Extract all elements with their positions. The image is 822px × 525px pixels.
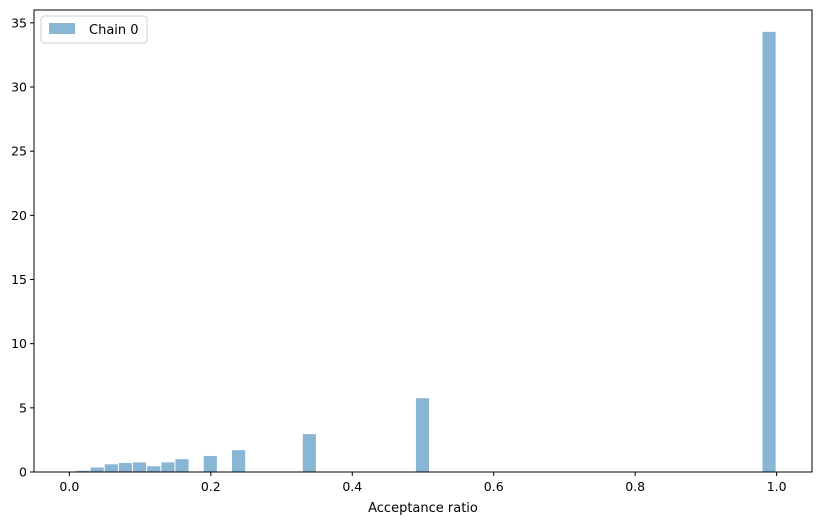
histogram-bar-8 [203,455,217,472]
histogram-bar-10 [302,434,316,472]
histogram-bar-9 [232,450,246,472]
histogram-bar-0 [76,470,90,472]
x-axis-label: Acceptance ratio [368,501,478,516]
bars-group [76,31,776,473]
y-tick-label: 30 [11,80,27,95]
y-tick-label: 15 [11,272,27,287]
histogram-bar-2 [104,464,118,472]
y-axis-ticks: 0 5 10 15 20 25 30 35 [11,15,34,480]
x-tick-label: 0.0 [59,479,79,494]
y-tick-label: 10 [11,336,27,351]
x-tick-label: 0.6 [484,479,504,494]
histogram-bar-5 [147,466,161,472]
legend-label-chain-0: Chain 0 [89,23,139,38]
histogram-bar-11 [415,398,430,472]
plot-area [34,10,812,472]
y-tick-label: 5 [19,400,27,415]
y-tick-label: 20 [11,208,27,223]
x-tick-label: 0.4 [342,479,362,494]
legend: Chain 0 [40,15,148,44]
histogram-bar-7 [175,459,189,472]
histogram-bar-4 [133,462,147,473]
histogram-bar-6 [161,462,175,473]
x-tick-label: 1.0 [767,479,787,494]
y-tick-label: 35 [11,15,27,30]
x-tick-label: 0.8 [625,479,645,494]
y-tick-label: 25 [11,144,27,159]
x-tick-label: 0.2 [201,479,221,494]
histogram-bar-3 [118,463,133,472]
histogram-bar-12 [762,31,776,472]
plot-frame [33,9,813,473]
x-axis-ticks: 0.0 0.2 0.4 0.6 0.8 1.0 [59,472,787,494]
y-tick-label: 0 [19,465,27,480]
legend-swatch [49,23,75,34]
histogram-bar-1 [90,467,104,472]
legend-frame [40,15,148,44]
